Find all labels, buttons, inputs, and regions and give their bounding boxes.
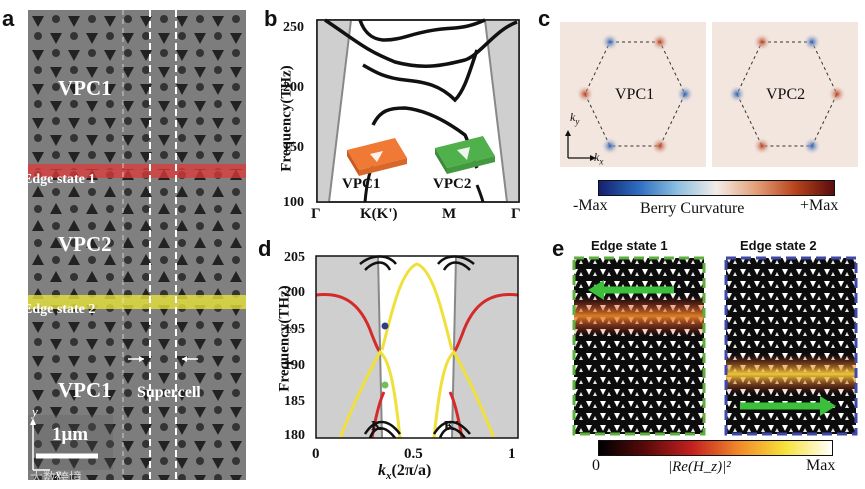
e-title-right: Edge state 2 xyxy=(740,238,817,253)
label-supercell: Supercell xyxy=(137,384,201,401)
d-ytick-195: 195 xyxy=(284,322,305,337)
panel-letter-a: a xyxy=(2,6,15,31)
b-xtick-m: M xyxy=(442,206,457,222)
b-xtick-gamma: Γ xyxy=(311,206,321,222)
panel-b-band-diagram xyxy=(316,18,520,203)
panel-a-sem-image xyxy=(28,10,246,480)
e-colorbar-title: |Re(H_z)|² xyxy=(668,459,731,475)
panel-e-field-maps xyxy=(572,256,858,436)
b-ytick-150: 150 xyxy=(283,140,304,155)
panel-c-berry-curvature xyxy=(560,22,858,167)
label-edge-state-2: Edge state 2 xyxy=(23,302,96,317)
e-colorbar xyxy=(598,440,833,456)
c-colorbar-min: -Max xyxy=(573,197,608,214)
d-xtick-1: 1 xyxy=(508,446,516,462)
e-title-left: Edge state 1 xyxy=(591,238,668,253)
d-valley-kp: K' xyxy=(444,419,459,434)
b-xtick-k: K(K') xyxy=(360,206,398,222)
label-vpc1-bottom: VPC1 xyxy=(58,378,112,402)
b-legend-vpc2: VPC2 xyxy=(433,176,472,192)
c-ky-label: ky xyxy=(570,110,580,127)
label-vpc2: VPC2 xyxy=(58,232,112,256)
d-ytick-180: 180 xyxy=(284,428,305,443)
d-ytick-185: 185 xyxy=(284,394,305,409)
c-label-vpc1: VPC1 xyxy=(615,86,655,103)
label-edge-state-1: Edge state 1 xyxy=(23,172,96,187)
d-xtick-05: 0.5 xyxy=(404,446,423,462)
c-colorbar-title: Berry Curvature xyxy=(640,200,745,217)
b-ytick-200: 200 xyxy=(283,80,304,95)
b-ytick-250: 250 xyxy=(283,20,304,35)
c-kx-label: kx xyxy=(594,150,604,167)
panel-d-projected-bands xyxy=(315,255,519,439)
vpc1-cell-icon xyxy=(347,138,407,176)
c-label-vpc2: VPC2 xyxy=(766,86,806,103)
c-colorbar-max: +Max xyxy=(800,197,839,214)
panel-letter-c: c xyxy=(538,6,551,31)
watermark: 大数跨境 xyxy=(30,471,83,486)
panel-letter-e: e xyxy=(552,236,565,261)
b-legend-vpc1: VPC1 xyxy=(342,176,381,192)
scale-bar-label: 1μm xyxy=(52,424,89,445)
d-ytick-205: 205 xyxy=(284,250,305,265)
axis-x-label-a: x xyxy=(55,466,61,481)
b-xtick-gamma-end: Γ xyxy=(511,206,521,222)
e-colorbar-max: Max xyxy=(806,457,836,474)
vpc2-cell-icon xyxy=(435,136,495,174)
d-xtick-0: 0 xyxy=(312,446,320,462)
c-colorbar xyxy=(598,180,835,196)
b-ytick-100: 100 xyxy=(283,195,304,210)
d-ytick-190: 190 xyxy=(284,358,305,373)
label-vpc1-top: VPC1 xyxy=(58,76,112,100)
e-colorbar-min: 0 xyxy=(592,457,600,474)
b-ylabel: Frequency(THz) xyxy=(278,65,295,172)
d-xlabel: kx(2π/a) xyxy=(378,462,432,483)
d-ytick-200: 200 xyxy=(284,285,305,300)
axis-y-label-a: y xyxy=(32,404,38,419)
d-valley-k: K xyxy=(371,419,382,434)
panel-letter-b: b xyxy=(264,6,278,31)
panel-letter-d: d xyxy=(258,236,272,261)
